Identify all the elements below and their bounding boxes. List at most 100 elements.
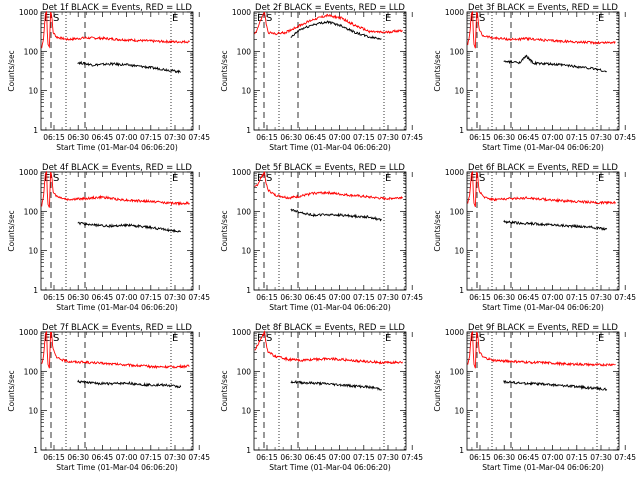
y-tick-label: 1000 xyxy=(445,168,464,177)
event-marker-label: E xyxy=(385,333,391,344)
series-line-lld xyxy=(41,10,190,49)
event-marker-label: E xyxy=(172,333,178,344)
chart-title: Det 2f BLACK = Events, RED = LLD xyxy=(255,3,405,13)
y-tick-label: 10 xyxy=(241,247,251,256)
x-tick-label: 07:30 xyxy=(164,293,186,302)
y-tick-label: 1 xyxy=(33,286,38,295)
event-marker-label: E xyxy=(598,173,604,184)
event-marker-label: S xyxy=(266,333,272,344)
x-tick-label: 06:30 xyxy=(493,133,515,142)
plot-frame xyxy=(253,331,407,451)
x-tick-label: 06:15 xyxy=(43,133,65,142)
x-tick-label: 07:15 xyxy=(353,453,375,462)
x-tick-label: 07:30 xyxy=(590,453,612,462)
detector-chart-3: Det 3f BLACK = Events, RED = LLD 1 10 100 10… xyxy=(433,3,636,152)
x-tick-label: 06:15 xyxy=(43,293,65,302)
x-tick-label: 06:30 xyxy=(67,453,89,462)
x-tick-label: 07:00 xyxy=(542,453,564,462)
x-tick-label: 07:00 xyxy=(116,293,138,302)
x-tick-label: 07:30 xyxy=(377,453,399,462)
x-tick-label: 06:30 xyxy=(280,133,302,142)
x-axis-label: Start Time (01-Mar-04 06:06:20) xyxy=(482,143,604,152)
y-tick-label: 10 xyxy=(241,87,251,96)
x-tick-label: 06:45 xyxy=(305,133,327,142)
y-tick-label: 100 xyxy=(237,47,252,56)
x-tick-label: 06:45 xyxy=(518,293,540,302)
series-line-events xyxy=(77,60,182,75)
x-tick-label: 07:45 xyxy=(614,133,636,142)
detector-chart-9: Det 9f BLACK = Events, RED = LLD 1 10 100 10… xyxy=(433,323,636,472)
x-tick-label: 07:30 xyxy=(377,133,399,142)
y-tick-label: 1 xyxy=(33,126,38,135)
x-tick-label: 07:15 xyxy=(140,133,162,142)
x-axis-label: Start Time (01-Mar-04 06:06:20) xyxy=(269,463,391,472)
event-marker-label: S xyxy=(479,333,485,344)
x-axis-label: Start Time (01-Mar-04 06:06:20) xyxy=(56,303,178,312)
x-axis-label: Start Time (01-Mar-04 06:06:20) xyxy=(269,303,391,312)
series-line-lld xyxy=(41,330,190,370)
y-tick-label: 1 xyxy=(246,286,251,295)
y-axis-label: Counts/sec xyxy=(7,370,16,411)
y-axis-label: Counts/sec xyxy=(220,370,229,411)
y-tick-label: 10 xyxy=(454,407,464,416)
series-line-events xyxy=(503,380,608,392)
event-marker-label: E xyxy=(257,333,263,344)
event-marker-label: S xyxy=(266,13,272,24)
plot-frame xyxy=(466,171,620,291)
y-tick-label: 10 xyxy=(28,407,38,416)
detector-chart-5: Det 5f BLACK = Events, RED = LLD 1 10 100 10… xyxy=(220,163,423,312)
x-tick-label: 07:15 xyxy=(353,293,375,302)
series-line-lld xyxy=(254,171,403,201)
x-tick-label: 06:45 xyxy=(305,453,327,462)
x-tick-label: 06:30 xyxy=(67,133,89,142)
x-tick-label: 07:15 xyxy=(140,293,162,302)
x-tick-label: 06:45 xyxy=(92,133,114,142)
y-tick-label: 100 xyxy=(450,47,465,56)
y-axis-label: Counts/sec xyxy=(220,50,229,91)
y-tick-label: 100 xyxy=(24,207,39,216)
x-tick-label: 07:15 xyxy=(566,293,588,302)
x-tick-label: 07:30 xyxy=(377,293,399,302)
plot-frame xyxy=(40,11,194,131)
x-tick-label: 06:45 xyxy=(518,453,540,462)
x-tick-label: 07:45 xyxy=(401,453,423,462)
plot-frame xyxy=(40,171,194,291)
x-tick-label: 06:15 xyxy=(256,293,278,302)
series-line-events xyxy=(290,379,382,391)
y-tick-label: 1000 xyxy=(232,328,251,337)
x-tick-label: 07:00 xyxy=(329,293,351,302)
series-line-events xyxy=(290,20,382,40)
detector-chart-7: Det 7f BLACK = Events, RED = LLD 1 10 100 10… xyxy=(7,323,210,472)
series-line-lld xyxy=(467,170,616,208)
x-tick-label: 07:45 xyxy=(188,453,210,462)
y-tick-label: 1 xyxy=(459,126,464,135)
y-tick-label: 10 xyxy=(454,87,464,96)
x-tick-label: 07:00 xyxy=(329,133,351,142)
event-marker-label: E xyxy=(385,173,391,184)
y-axis-label: Counts/sec xyxy=(220,210,229,251)
y-tick-label: 1000 xyxy=(232,168,251,177)
x-tick-label: 07:00 xyxy=(116,133,138,142)
event-marker-label: E xyxy=(598,13,604,24)
x-tick-label: 07:00 xyxy=(329,453,351,462)
detector-chart-4: Det 4f BLACK = Events, RED = LLD 1 10 100 10… xyxy=(7,163,210,312)
series-line-events xyxy=(290,208,382,222)
x-tick-label: 07:45 xyxy=(401,133,423,142)
detector-chart-1: Det 1f BLACK = Events, RED = LLD 1 10 100 10… xyxy=(7,3,210,152)
y-tick-label: 1 xyxy=(459,446,464,455)
y-tick-label: 1000 xyxy=(19,328,38,337)
x-tick-label: 07:45 xyxy=(188,293,210,302)
y-tick-label: 1000 xyxy=(232,8,251,17)
y-tick-label: 1 xyxy=(246,126,251,135)
y-tick-label: 1000 xyxy=(19,168,38,177)
plot-frame xyxy=(253,171,407,291)
series-line-lld xyxy=(254,329,403,365)
series-line-events xyxy=(503,219,608,231)
y-tick-label: 100 xyxy=(237,367,252,376)
event-marker-label: S xyxy=(266,173,272,184)
y-tick-label: 100 xyxy=(24,367,39,376)
x-tick-label: 06:15 xyxy=(469,133,491,142)
x-tick-label: 07:45 xyxy=(614,293,636,302)
y-tick-label: 1000 xyxy=(445,328,464,337)
x-axis-label: Start Time (01-Mar-04 06:06:20) xyxy=(56,463,178,472)
